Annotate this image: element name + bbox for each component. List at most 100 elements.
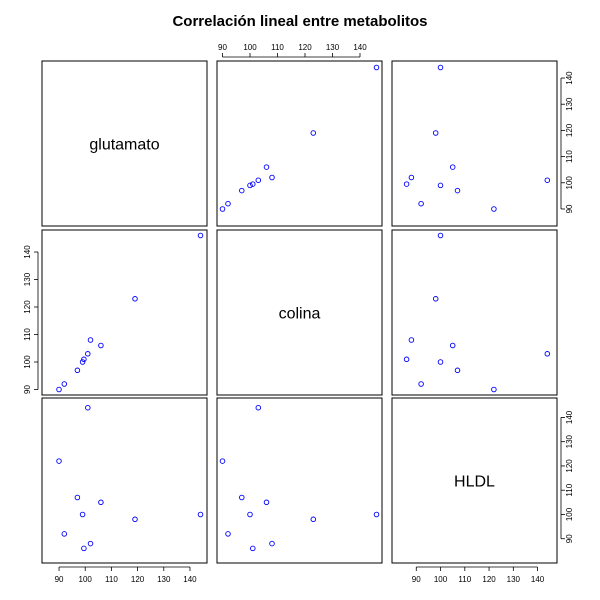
data-point [437, 182, 444, 189]
data-point [269, 540, 275, 547]
data-point [239, 494, 245, 501]
data-point [263, 164, 270, 170]
data-point [454, 367, 461, 374]
tick-label: 140 [565, 71, 574, 85]
variable-label-HLDL: HLDL [454, 474, 495, 491]
data-point [61, 381, 68, 387]
tick-label: 130 [507, 575, 521, 584]
data-point [56, 386, 62, 393]
data-point [408, 337, 415, 343]
data-point [432, 296, 439, 302]
data-point [79, 359, 86, 365]
data-point [544, 351, 551, 357]
panel-glutamato-vs-colina [216, 60, 383, 227]
panel-frame [391, 60, 558, 227]
data-point [85, 351, 91, 357]
variable-label-glutamato: glutamato [89, 137, 159, 154]
tick-label: 110 [565, 150, 574, 163]
panel-frame [391, 397, 558, 564]
panel-frame [41, 397, 208, 564]
tick-label: 140 [565, 410, 574, 424]
panel-frame [216, 229, 383, 396]
data-point [225, 200, 231, 207]
data-point [418, 381, 424, 387]
data-point [87, 337, 94, 343]
tick-label: 90 [565, 204, 574, 213]
data-point [437, 64, 444, 71]
data-point [239, 187, 245, 194]
data-point [373, 511, 380, 518]
data-point [437, 359, 444, 365]
variable-label-colina: colina [279, 306, 321, 323]
data-point [87, 540, 94, 547]
data-point [81, 545, 87, 552]
data-point [225, 531, 231, 537]
data-point [61, 531, 68, 537]
data-point [132, 516, 138, 523]
tick-label: 130 [326, 43, 340, 52]
tick-label: 100 [79, 575, 93, 584]
data-point [219, 206, 226, 212]
tick-label: 120 [131, 575, 145, 584]
data-point [418, 200, 424, 207]
tick-label: 140 [183, 575, 197, 584]
data-point [491, 386, 497, 393]
chart-title: Correlación lineal entre metabolitos [172, 13, 427, 30]
panel-glutamato-vs-HLDL [391, 60, 558, 227]
data-point [432, 130, 439, 136]
tick-label: 130 [23, 272, 32, 286]
y-axis-right-HLDL: 90 100 110 120 130 140 [560, 410, 574, 543]
panel-HLDL-vs-glutamato [41, 397, 208, 564]
data-point [56, 458, 62, 464]
data-point [132, 296, 138, 302]
panel-frame [216, 60, 383, 227]
data-point [544, 177, 551, 183]
panel-frame [41, 60, 208, 227]
data-point [491, 206, 497, 212]
tick-label: 140 [531, 575, 545, 584]
tick-label: 120 [565, 123, 574, 137]
data-point [85, 404, 91, 411]
panel-HLDL-vs-HLDL: HLDL [391, 397, 558, 564]
x-axis-bottom-HLDL: 90 100 110 120 130 140 [412, 566, 545, 584]
data-point [269, 174, 275, 181]
panel-colina-vs-colina: colina [216, 229, 383, 396]
tick-label: 120 [482, 575, 496, 584]
data-point [219, 458, 226, 464]
panels: glutamato colina HLDL 90 100 110 120 130 140 90 10… [23, 43, 574, 584]
data-point [197, 232, 204, 239]
tick-label: 100 [23, 355, 32, 369]
data-point [373, 64, 380, 71]
data-point [74, 494, 81, 501]
data-point [403, 181, 410, 187]
data-point [98, 342, 104, 349]
data-point [449, 342, 456, 349]
tick-label: 110 [23, 328, 32, 341]
tick-label: 140 [23, 245, 32, 259]
tick-label: 120 [23, 300, 32, 314]
tick-label: 90 [55, 575, 64, 584]
data-point [250, 545, 256, 552]
tick-label: 110 [271, 43, 284, 52]
panel-colina-vs-glutamato [41, 229, 208, 396]
data-point [197, 511, 204, 518]
data-point [98, 499, 104, 506]
tick-label: 90 [23, 385, 32, 394]
panel-frame [391, 229, 558, 396]
data-point [449, 164, 456, 170]
data-point [408, 174, 415, 181]
data-point [437, 232, 444, 239]
tick-label: 120 [298, 43, 312, 52]
data-point [255, 177, 262, 183]
data-point [247, 511, 253, 518]
tick-label: 90 [565, 534, 574, 543]
data-point [250, 181, 256, 187]
data-point [310, 516, 317, 523]
data-point [263, 499, 270, 506]
tick-label: 100 [565, 176, 574, 190]
data-point [310, 130, 317, 136]
panel-frame [216, 397, 383, 564]
tick-label: 130 [157, 575, 171, 584]
panel-colina-vs-HLDL [391, 229, 558, 396]
